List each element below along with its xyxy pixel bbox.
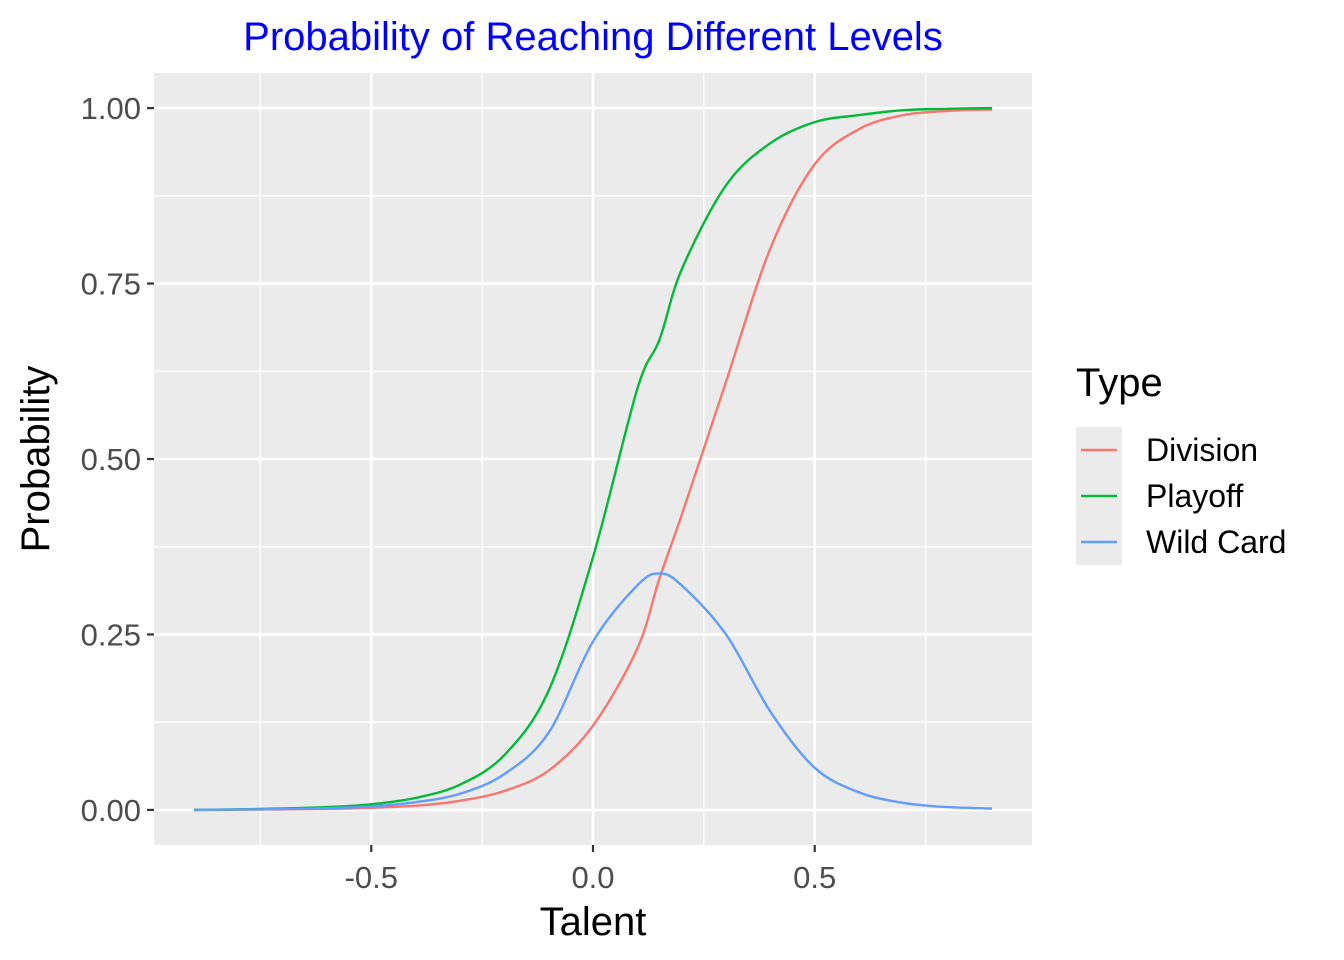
major-gridlines <box>154 73 1032 845</box>
legend-label-division: Division <box>1146 432 1258 468</box>
y-tick-label: 0.75 <box>81 267 141 302</box>
legend-label-playoff: Playoff <box>1146 478 1243 514</box>
legend-items: Division Playoff Wild Card <box>1076 427 1286 565</box>
x-tick-label: 0.0 <box>571 860 614 895</box>
y-tick-label: 0.00 <box>81 793 141 828</box>
series-lines <box>193 106 993 812</box>
y-axis-ticks: 0.00 0.25 0.50 0.75 1.00 <box>81 91 154 828</box>
x-axis-title: Talent <box>540 900 647 944</box>
y-axis-title: Probability <box>14 366 58 553</box>
x-tick-label: -0.5 <box>345 860 398 895</box>
y-tick-label: 1.00 <box>81 91 141 126</box>
x-axis-ticks: -0.5 0.0 0.5 <box>345 845 836 895</box>
legend-title: Type <box>1076 361 1163 405</box>
legend-label-wild-card: Wild Card <box>1146 524 1286 560</box>
series-line-playoff <box>193 106 993 812</box>
y-tick-label: 0.25 <box>81 617 141 652</box>
chart-title: Probability of Reaching Different Levels <box>243 15 943 59</box>
series-line-wild-card <box>193 572 993 812</box>
y-tick-label: 0.50 <box>81 442 141 477</box>
x-tick-label: 0.5 <box>793 860 836 895</box>
legend: Type Division Playoff Wild Card <box>1076 361 1286 565</box>
